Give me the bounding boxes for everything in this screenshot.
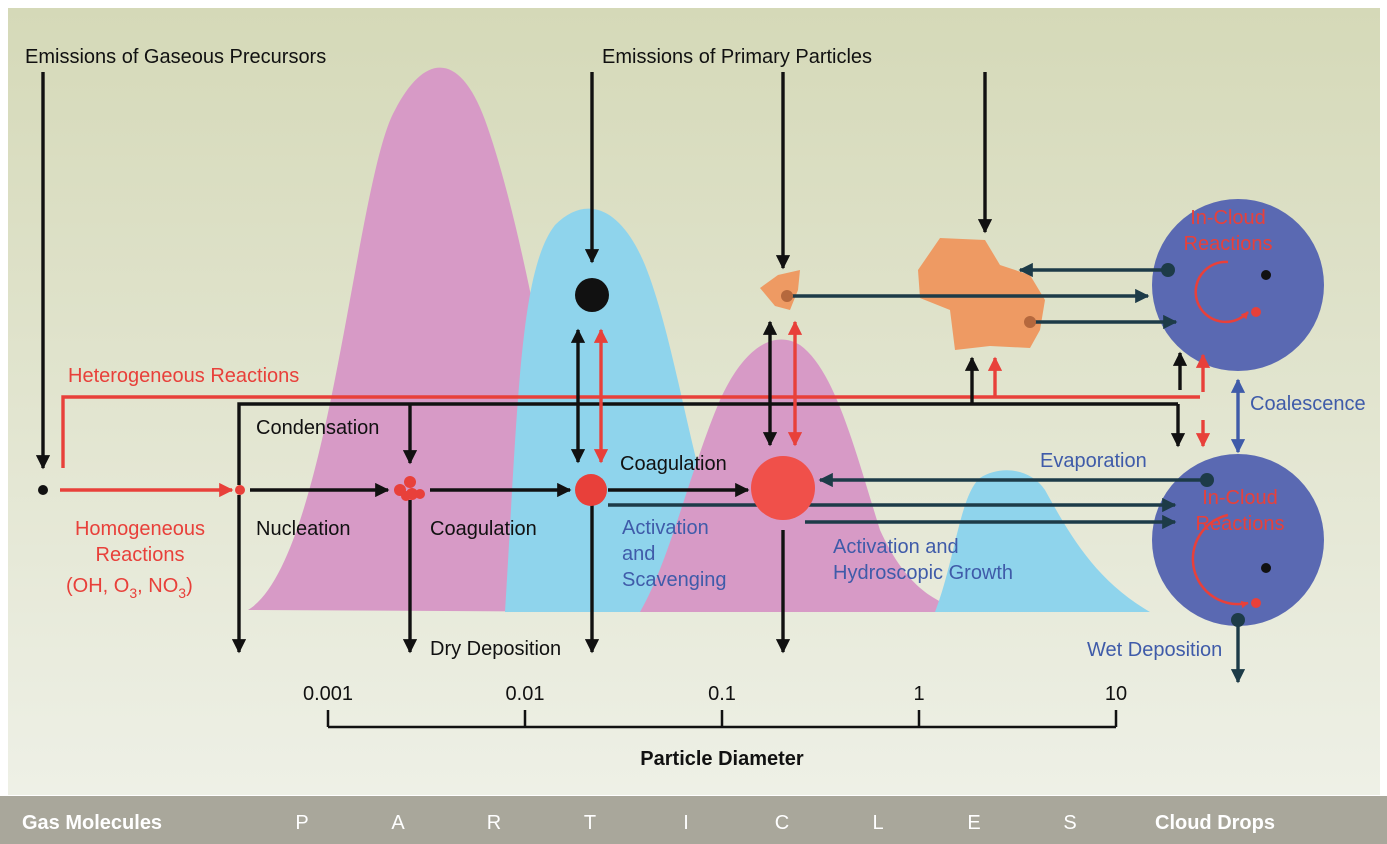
particle-diameter-axis <box>326 710 1118 729</box>
footer-letter-1: A <box>391 812 405 834</box>
label-activation-2: and <box>622 543 655 565</box>
footer-letter-4: I <box>683 812 689 834</box>
footer-letter-7: E <box>967 812 980 834</box>
tick-label-3: 1 <box>913 683 924 705</box>
label-activation-growth-2: Hydroscopic Growth <box>833 562 1013 584</box>
small-particle-core <box>781 290 793 302</box>
label-activation-1: Activation <box>622 517 709 539</box>
gas-molecule-dot <box>38 485 48 495</box>
tick-label-4: 10 <box>1105 683 1127 705</box>
cluster-particles <box>394 476 425 501</box>
label-in-cloud-upper-2: Reactions <box>1184 233 1273 255</box>
label-activation-3: Scavenging <box>622 569 727 591</box>
nucleated-particle-dot <box>235 485 245 495</box>
label-homogeneous-3: (OH, O3, NO3) <box>66 575 193 601</box>
primary-particle-large <box>918 238 1045 350</box>
primary-black-particle <box>575 278 609 312</box>
label-heterogeneous: Heterogeneous Reactions <box>68 365 299 387</box>
aitken-mode-distribution <box>505 208 800 612</box>
label-nucleation: Nucleation <box>256 518 351 540</box>
cloud-lower-dot-black <box>1261 563 1271 573</box>
label-in-cloud-lower-2: Reactions <box>1196 513 1285 535</box>
label-evaporation: Evaporation <box>1040 450 1147 472</box>
footer-letter-0: P <box>295 812 308 834</box>
footer-letter-3: T <box>584 812 596 834</box>
cloud-lower-dot-bottom <box>1231 613 1245 627</box>
label-emissions-gaseous: Emissions of Gaseous Precursors <box>25 46 326 68</box>
cloud-upper-dot-black <box>1261 270 1271 280</box>
cloud-upper-dot-red <box>1251 307 1261 317</box>
cloud-lower-dot-red <box>1251 598 1261 608</box>
footer-cloud-drops: Cloud Drops <box>1155 812 1275 834</box>
aitken-particle <box>575 474 607 506</box>
in-cloud-loop-upper <box>1194 260 1249 324</box>
cloud-drop-upper <box>1152 199 1324 371</box>
tick-label-2: 0.1 <box>708 683 736 705</box>
cloud-drop-lower <box>1152 454 1324 626</box>
footer-letter-8: S <box>1063 812 1076 834</box>
label-coagulation-mid: Coagulation <box>620 453 727 475</box>
label-emissions-primary: Emissions of Primary Particles <box>602 46 872 68</box>
footer-letter-6: L <box>872 812 883 834</box>
axis-title: Particle Diameter <box>640 748 804 770</box>
condensation-line <box>237 402 1178 485</box>
accumulation-particle <box>751 456 815 520</box>
heterogeneous-reactions-line <box>61 395 1200 468</box>
in-cloud-loop-lower <box>1191 513 1249 609</box>
footer-gas-molecules: Gas Molecules <box>22 812 162 834</box>
footer-bar <box>0 796 1387 844</box>
panel-background <box>8 8 1380 795</box>
tick-label-0: 0.001 <box>303 683 353 705</box>
cloud-lower-dot-left <box>1200 473 1214 487</box>
label-coalescence: Coalescence <box>1250 393 1366 415</box>
label-coagulation-left: Coagulation <box>430 518 537 540</box>
label-homogeneous-1: Homogeneous <box>75 518 205 540</box>
label-condensation: Condensation <box>256 417 379 439</box>
large-particle-core <box>1024 316 1036 328</box>
label-activation-growth-1: Activation and <box>833 536 959 558</box>
label-dry-deposition: Dry Deposition <box>430 638 561 660</box>
label-in-cloud-lower-1: In-Cloud <box>1202 487 1278 509</box>
label-in-cloud-upper-1: In-Cloud <box>1190 207 1266 229</box>
tick-label-1: 0.01 <box>506 683 545 705</box>
footer-letter-2: R <box>487 812 501 834</box>
footer-letter-5: C <box>775 812 789 834</box>
cloud-upper-dot-left <box>1161 263 1175 277</box>
label-homogeneous-2: Reactions <box>96 544 185 566</box>
label-wet-deposition: Wet Deposition <box>1087 639 1222 661</box>
